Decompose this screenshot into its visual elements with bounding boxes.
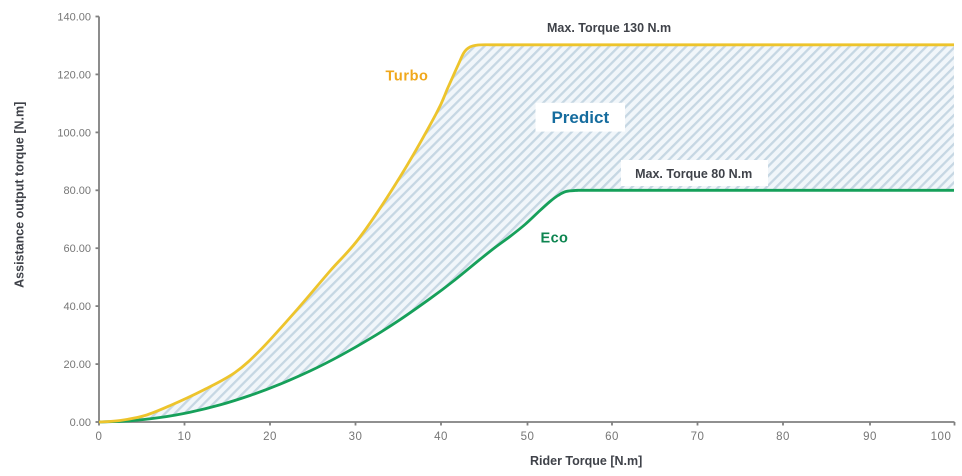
svg-text:40.00: 40.00 [63,301,91,313]
svg-text:20.00: 20.00 [63,359,91,371]
svg-text:80.00: 80.00 [63,185,91,197]
svg-text:40: 40 [434,431,448,443]
svg-text:80: 80 [776,431,790,443]
svg-text:Rider Torque [N.m]: Rider Torque [N.m] [530,454,642,468]
svg-text:10: 10 [178,431,192,443]
svg-text:30: 30 [349,431,363,443]
svg-text:120.00: 120.00 [57,69,91,81]
svg-text:60: 60 [605,431,619,443]
svg-text:Max. Torque 130 N.m: Max. Torque 130 N.m [547,21,671,35]
svg-text:50: 50 [521,431,535,443]
svg-text:20: 20 [263,431,277,443]
svg-text:70: 70 [691,431,705,443]
svg-text:0: 0 [96,431,103,443]
svg-text:Turbo: Turbo [386,69,429,85]
svg-text:0.00: 0.00 [70,417,91,429]
svg-text:Max. Torque 80 N.m: Max. Torque 80 N.m [635,167,752,181]
svg-text:Eco: Eco [541,230,569,246]
svg-text:Predict: Predict [551,108,609,127]
svg-text:90: 90 [863,431,877,443]
svg-text:Assistance output torque [N.m]: Assistance output torque [N.m] [13,102,27,288]
svg-text:60.00: 60.00 [63,243,91,255]
svg-text:100.00: 100.00 [57,127,91,139]
svg-text:100: 100 [931,431,952,443]
svg-text:140.00: 140.00 [57,11,91,23]
